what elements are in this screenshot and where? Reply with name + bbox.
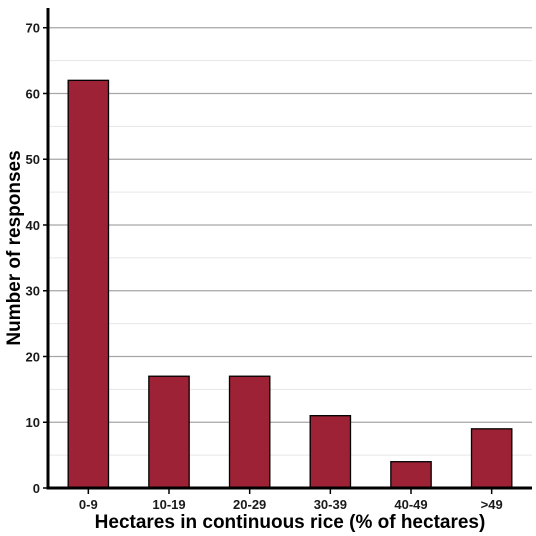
y-tick-label: 60 [26,86,40,101]
y-tick-label: 50 [26,152,40,167]
x-tick-label: >49 [481,497,503,512]
x-tick-label: 0-9 [79,497,98,512]
bar-30-39 [309,415,352,489]
bar-10-19 [148,375,190,489]
x-axis-title: Hectares in continuous rice (% of hectar… [95,512,486,533]
y-tick-label: 40 [26,218,40,233]
bars [67,79,513,489]
y-tick-label: 70 [26,21,40,36]
x-tick-label: 30-39 [314,497,347,512]
x-tick-label: 40-49 [394,497,427,512]
x-axis-ticks: 0-9 10-19 20-29 30-39 40-49 >49 [79,488,503,512]
y-axis-title: Number of responses [4,150,25,345]
y-tick-label: 20 [26,349,40,364]
bar-0-9 [67,79,110,489]
bar-20-29 [228,375,271,489]
y-axis-ticks: 0 10 20 30 40 50 60 70 [26,21,48,496]
bar->49 [470,428,513,489]
x-tick-label: 10-19 [152,497,185,512]
y-tick-label: 30 [26,284,40,299]
bar-40-49 [390,461,432,489]
grid-lines [48,27,532,489]
y-tick-label: 10 [26,415,40,430]
y-tick-label: 0 [33,481,40,496]
x-tick-label: 20-29 [233,497,266,512]
